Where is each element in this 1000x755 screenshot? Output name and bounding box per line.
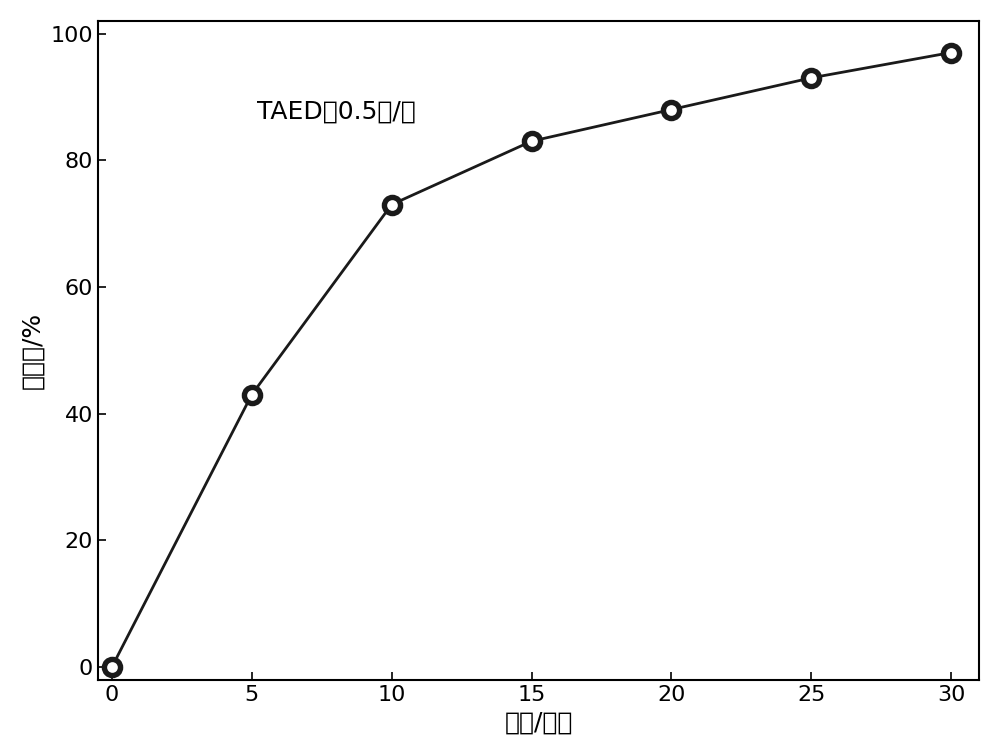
Text: TAED：0.5克/升: TAED：0.5克/升	[257, 100, 415, 124]
Y-axis label: 脱色率/%: 脱色率/%	[21, 312, 45, 389]
X-axis label: 时间/分钟: 时间/分钟	[504, 710, 573, 734]
